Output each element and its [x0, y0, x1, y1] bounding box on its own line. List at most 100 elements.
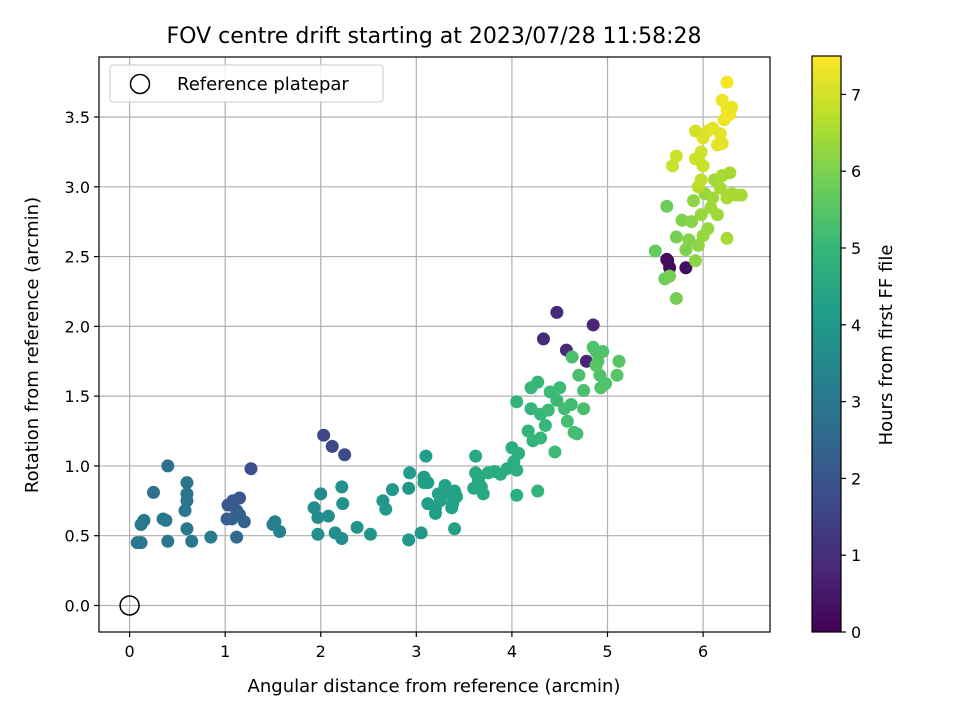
data-point: [565, 350, 579, 364]
plot-frame: [98, 56, 771, 633]
data-point: [596, 344, 610, 358]
data-point: [669, 230, 683, 244]
data-point: [161, 534, 175, 548]
y-tick-label: 3.0: [65, 178, 90, 197]
data-point: [524, 402, 538, 416]
data-point: [273, 525, 287, 539]
data-point: [428, 506, 442, 520]
data-points: [130, 75, 748, 550]
data-point: [691, 152, 705, 166]
colorbar-tick-label: 1: [851, 546, 861, 565]
x-axis-label: Angular distance from reference (arcmin): [248, 676, 621, 697]
data-point: [449, 490, 463, 504]
data-point: [715, 93, 729, 107]
colorbar-ticks: 0 1 2 3 4 5 6 7: [841, 85, 861, 642]
data-point: [335, 480, 349, 494]
x-tick-label: 0: [124, 642, 134, 661]
data-point: [161, 459, 175, 473]
y-tick-label: 3.5: [65, 108, 90, 127]
x-tick-label: 3: [411, 642, 421, 661]
data-point: [402, 533, 416, 547]
data-point: [688, 124, 702, 138]
data-point: [564, 398, 578, 412]
data-point: [694, 173, 708, 187]
data-point: [134, 536, 148, 550]
data-point: [715, 137, 729, 151]
reference-marker: [119, 595, 140, 616]
data-point: [448, 522, 462, 536]
data-point: [663, 269, 677, 283]
data-point: [268, 515, 282, 529]
data-point: [385, 483, 399, 497]
colorbar: 0 1 2 3 4 5 6 7 Hours from first FF file: [811, 55, 897, 642]
legend-marker: [129, 73, 151, 95]
data-point: [550, 393, 564, 407]
data-point: [137, 513, 151, 527]
data-point: [237, 515, 251, 529]
data-point: [180, 494, 194, 508]
data-point: [185, 534, 199, 548]
data-point: [510, 463, 524, 477]
data-point: [325, 439, 339, 453]
data-point: [311, 511, 325, 525]
data-point: [414, 526, 428, 540]
data-point: [317, 428, 331, 442]
data-point: [723, 166, 737, 180]
data-point: [311, 527, 325, 541]
data-point: [648, 244, 662, 258]
data-point: [589, 358, 603, 372]
x-axis-ticks: 0 1 2 3 4 5 6: [124, 632, 708, 661]
data-point: [610, 368, 624, 382]
legend: Reference platepar: [109, 64, 384, 103]
data-point: [666, 159, 680, 173]
reference-platepar-marker: [119, 595, 140, 616]
data-point: [688, 254, 702, 268]
data-point: [734, 188, 748, 202]
data-point: [531, 375, 545, 389]
data-point: [433, 494, 447, 508]
x-tick-label: 4: [507, 642, 517, 661]
data-point: [307, 501, 321, 515]
x-tick-label: 5: [602, 642, 612, 661]
y-axis-ticks: 0.0 0.5 1.0 1.5 2.0 2.5 3.0 3.5: [65, 108, 99, 615]
data-point: [570, 427, 584, 441]
data-point: [534, 431, 548, 445]
legend-box: [109, 64, 384, 103]
data-point: [725, 100, 739, 114]
data-point: [694, 208, 708, 222]
data-point: [701, 222, 715, 236]
data-point: [321, 509, 335, 523]
data-point: [350, 520, 364, 534]
data-point: [572, 368, 586, 382]
data-point: [679, 243, 693, 257]
data-point: [225, 512, 239, 526]
data-point: [560, 414, 574, 428]
x-tick-label: 6: [698, 642, 708, 661]
data-point: [510, 395, 524, 409]
data-point: [685, 215, 699, 229]
data-point: [336, 497, 350, 511]
colorbar-tick-label: 4: [851, 316, 861, 335]
data-point: [476, 487, 490, 501]
data-point: [660, 199, 674, 213]
data-point: [314, 487, 328, 501]
y-tick-label: 1.0: [65, 457, 90, 476]
chart-title: FOV centre drift starting at 2023/07/28 …: [167, 24, 702, 49]
data-point: [548, 445, 562, 459]
y-tick-label: 1.5: [65, 387, 90, 406]
data-point: [669, 149, 683, 163]
data-point: [553, 381, 567, 395]
colorbar-tick-label: 7: [851, 85, 861, 104]
data-point: [691, 238, 705, 252]
data-point: [550, 305, 564, 319]
data-point: [178, 504, 192, 518]
data-point: [669, 291, 683, 305]
y-tick-label: 2.5: [65, 248, 90, 267]
data-point: [469, 449, 483, 463]
colorbar-tick-label: 6: [851, 162, 861, 181]
data-point: [577, 384, 591, 398]
data-point: [403, 466, 417, 480]
data-point: [599, 377, 613, 391]
